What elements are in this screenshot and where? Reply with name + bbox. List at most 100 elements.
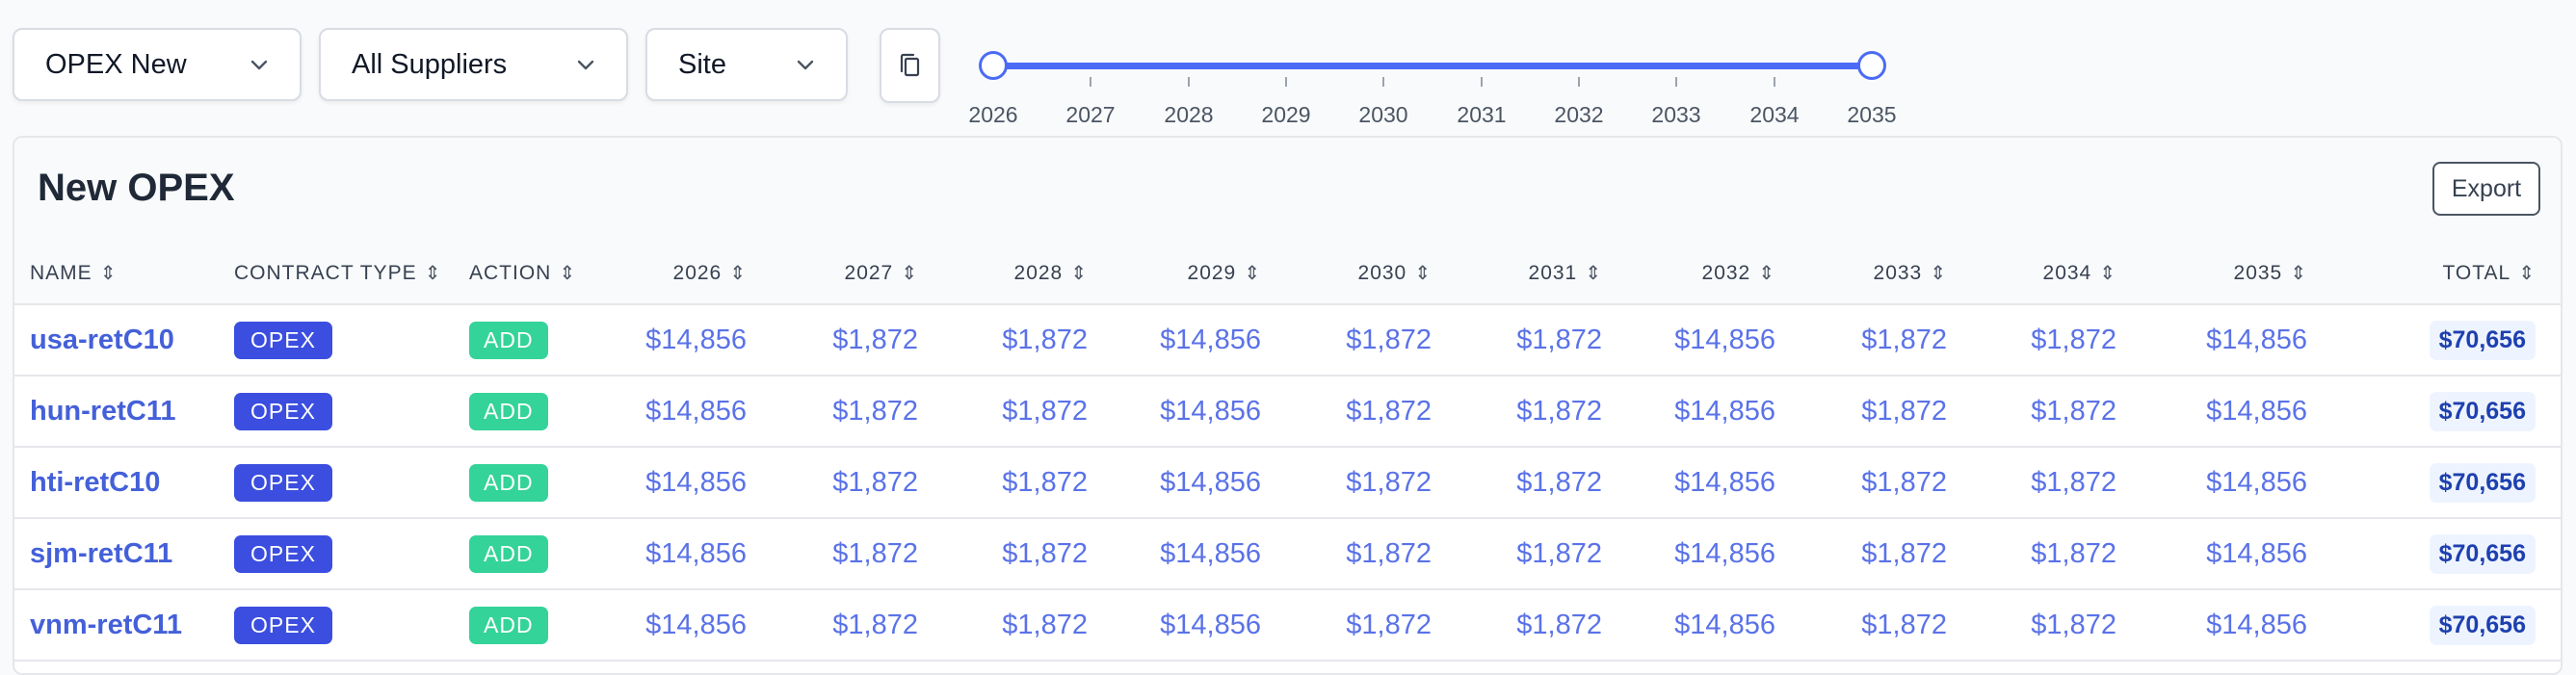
column-header[interactable]: 2032 ⇕ (1627, 242, 1801, 305)
sort-icon[interactable]: ⇕ (1244, 262, 1261, 284)
year-value: $14,856 (1160, 537, 1261, 569)
contract-type-badge: OPEX (234, 463, 332, 502)
column-header[interactable]: TOTAL ⇕ (2332, 242, 2561, 305)
year-value: $1,872 (832, 537, 918, 569)
year-value: $14,856 (1160, 466, 1261, 498)
column-header[interactable]: 2027 ⇕ (772, 242, 943, 305)
sort-icon[interactable]: ⇕ (2290, 262, 2307, 284)
column-header-label: CONTRACT TYPE (234, 261, 417, 284)
table-header-row: NAME ⇕ CONTRACT TYPE ⇕ ACTION ⇕ 2026 ⇕ 2027 ⇕ 2028… (14, 242, 2561, 305)
year-value: $1,872 (1516, 537, 1602, 569)
table-cell: $1,872 (1972, 589, 2142, 662)
copy-icon (900, 53, 919, 77)
sort-icon[interactable]: ⇕ (99, 262, 118, 284)
contract-type-badge: OPEX (234, 392, 332, 430)
table-row[interactable]: sjm-retC11 OPEX ADD $14,856 $1,872 $1,872 $14,… (14, 518, 2561, 590)
row-name-link[interactable]: usa-retC10 (30, 324, 174, 355)
table-cell: ADD (454, 304, 598, 376)
table-row[interactable]: hun-retC11 OPEX ADD $14,856 $1,872 $1,872 $14,… (14, 376, 2561, 448)
sort-icon[interactable]: ⇕ (1930, 262, 1947, 284)
row-name-link[interactable]: sjm-retC11 (30, 537, 173, 569)
year-value: $1,872 (1002, 466, 1088, 498)
contract-type-badge: OPEX (234, 534, 332, 573)
row-name-link[interactable]: hun-retC11 (30, 395, 176, 427)
table-cell: $70,656 (2332, 447, 2561, 519)
table-row[interactable]: usa-retC10 OPEX ADD $14,856 $1,872 $1,872 $14,… (14, 304, 2561, 376)
table-cell: $14,856 (598, 376, 772, 448)
row-total: $70,656 (2429, 605, 2536, 645)
slider-start-handle[interactable] (979, 51, 1008, 80)
sort-icon[interactable]: ⇕ (1585, 262, 1602, 284)
year-value: $1,872 (1002, 537, 1088, 569)
column-header[interactable]: 2028 ⇕ (943, 242, 1113, 305)
column-header[interactable]: 2033 ⇕ (1801, 242, 1972, 305)
table-cell: $14,856 (598, 589, 772, 662)
year-value: $14,856 (1674, 324, 1775, 355)
year-value: $14,856 (2206, 609, 2307, 640)
chevron-down-icon (577, 60, 594, 70)
year-value: $1,872 (1346, 466, 1432, 498)
table-cell: $14,856 (2142, 376, 2332, 448)
column-header[interactable]: 2031 ⇕ (1457, 242, 1627, 305)
year-value: $1,872 (1861, 537, 1947, 569)
sort-icon[interactable]: ⇕ (2518, 262, 2536, 284)
scenario-select-value: OPEX New (45, 48, 187, 80)
supplier-select[interactable]: All Suppliers (319, 28, 628, 101)
table-row[interactable]: hti-retC10 OPEX ADD $14,856 $1,872 $1,872 $14,… (14, 447, 2561, 519)
year-value: $1,872 (1861, 466, 1947, 498)
table-cell: OPEX (219, 589, 454, 662)
slider-year-label: 2033 (1651, 102, 1701, 127)
table-cell: $1,872 (943, 376, 1113, 448)
sort-icon[interactable]: ⇕ (2099, 262, 2116, 284)
sort-icon[interactable]: ⇕ (901, 262, 918, 284)
column-header[interactable]: NAME ⇕ (14, 242, 219, 305)
table-cell: $14,856 (1113, 376, 1286, 448)
column-header[interactable]: 2035 ⇕ (2142, 242, 2332, 305)
table-cell: $14,856 (1627, 589, 1801, 662)
scenario-select[interactable]: OPEX New (13, 28, 302, 101)
export-button[interactable]: Export (2432, 162, 2540, 216)
action-badge: ADD (469, 606, 548, 644)
copy-button[interactable] (880, 28, 940, 103)
year-range-slider[interactable]: 2026 2027 2028 2029 2030 2031 2032 2033 2034 2035 (0, 0, 2576, 135)
action-badge: ADD (469, 321, 548, 359)
year-value: $14,856 (1160, 395, 1261, 427)
table-row[interactable]: vnm-retC11 OPEX ADD $14,856 $1,872 $1,872 $14,… (14, 589, 2561, 662)
column-header[interactable]: ACTION ⇕ (454, 242, 598, 305)
table-cell: $1,872 (1286, 518, 1457, 590)
row-name-link[interactable]: hti-retC10 (30, 466, 161, 498)
column-header[interactable]: 2026 ⇕ (598, 242, 772, 305)
sort-icon[interactable]: ⇕ (559, 262, 577, 284)
sort-icon[interactable]: ⇕ (1070, 262, 1088, 284)
table-cell: $1,872 (943, 589, 1113, 662)
slider-tick (1382, 77, 1384, 87)
column-header[interactable]: 2029 ⇕ (1113, 242, 1286, 305)
year-value: $14,856 (645, 537, 747, 569)
row-total: $70,656 (2429, 462, 2536, 503)
slider-year-label: 2031 (1457, 102, 1507, 127)
slider-year-label: 2034 (1749, 102, 1800, 127)
slider-year-label: 2026 (968, 102, 1018, 127)
sort-icon[interactable]: ⇕ (1758, 262, 1775, 284)
table-cell: $14,856 (1627, 304, 1801, 376)
row-name-link[interactable]: vnm-retC11 (30, 609, 182, 640)
column-header[interactable]: 2034 ⇕ (1972, 242, 2142, 305)
sort-icon[interactable]: ⇕ (729, 262, 747, 284)
year-value: $1,872 (1346, 395, 1432, 427)
sort-icon[interactable]: ⇕ (1414, 262, 1432, 284)
table-cell: $14,856 (1627, 447, 1801, 519)
slider-end-handle[interactable] (1857, 51, 1886, 80)
slider-tick (1090, 77, 1091, 87)
table-cell: vnm-retC11 (14, 589, 219, 662)
table-cell: $1,872 (1457, 304, 1627, 376)
contract-type-badge: OPEX (234, 606, 332, 644)
table-cell: $1,872 (1801, 447, 1972, 519)
column-header[interactable]: CONTRACT TYPE ⇕ (219, 242, 454, 305)
site-select[interactable]: Site (645, 28, 848, 101)
sort-icon[interactable]: ⇕ (424, 262, 442, 284)
slider-tick (1285, 77, 1287, 87)
slider-year-label: 2029 (1261, 102, 1311, 127)
table-cell: $14,856 (598, 518, 772, 590)
supplier-select-value: All Suppliers (352, 48, 508, 80)
column-header[interactable]: 2030 ⇕ (1286, 242, 1457, 305)
